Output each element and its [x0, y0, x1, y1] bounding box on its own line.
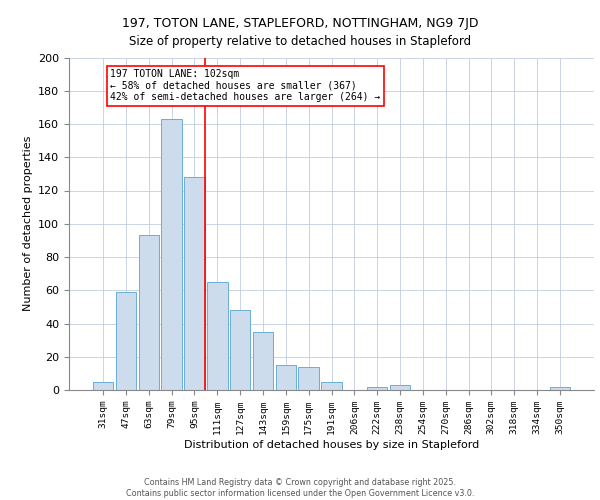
Bar: [253, 332, 273, 390]
Bar: [161, 119, 182, 390]
Text: Contains HM Land Registry data © Crown copyright and database right 2025.
Contai: Contains HM Land Registry data © Crown c…: [126, 478, 474, 498]
Bar: [367, 386, 388, 390]
Bar: [390, 385, 410, 390]
Bar: [93, 382, 113, 390]
Y-axis label: Number of detached properties: Number of detached properties: [23, 136, 32, 312]
Bar: [184, 177, 205, 390]
X-axis label: Distribution of detached houses by size in Stapleford: Distribution of detached houses by size …: [184, 440, 479, 450]
Bar: [275, 365, 296, 390]
Bar: [139, 236, 159, 390]
Text: 197, TOTON LANE, STAPLEFORD, NOTTINGHAM, NG9 7JD: 197, TOTON LANE, STAPLEFORD, NOTTINGHAM,…: [122, 18, 478, 30]
Bar: [207, 282, 227, 390]
Bar: [550, 386, 570, 390]
Text: 197 TOTON LANE: 102sqm
← 58% of detached houses are smaller (367)
42% of semi-de: 197 TOTON LANE: 102sqm ← 58% of detached…: [110, 69, 380, 102]
Text: Size of property relative to detached houses in Stapleford: Size of property relative to detached ho…: [129, 35, 471, 48]
Bar: [298, 366, 319, 390]
Bar: [230, 310, 250, 390]
Bar: [116, 292, 136, 390]
Bar: [321, 382, 342, 390]
